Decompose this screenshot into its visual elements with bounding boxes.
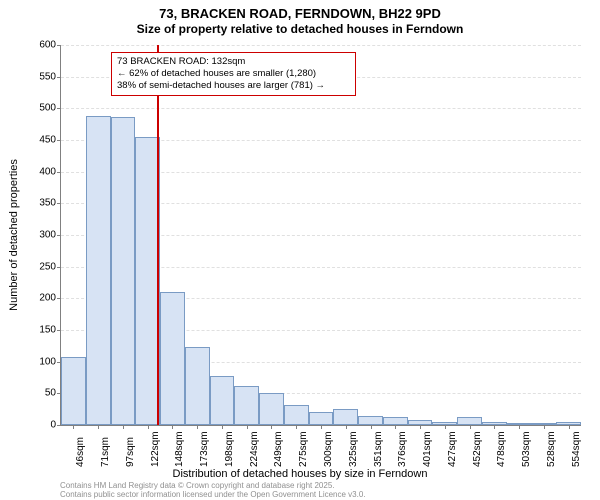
bar: [383, 417, 408, 425]
y-tick-mark: [57, 172, 61, 173]
x-tick-label: 325sqm: [348, 431, 359, 467]
annotation-line3: 38% of semi-detached houses are larger (…: [117, 80, 350, 92]
x-tick-label: 224sqm: [249, 431, 260, 467]
x-tick-label: 122sqm: [150, 431, 161, 467]
gridline: [61, 108, 581, 109]
chart-container: 73, BRACKEN ROAD, FERNDOWN, BH22 9PD Siz…: [0, 0, 600, 500]
annotation-line1: 73 BRACKEN ROAD: 132sqm: [117, 56, 350, 68]
bar: [309, 412, 334, 425]
x-tick-label: 554sqm: [571, 431, 582, 467]
y-tick-mark: [57, 203, 61, 204]
y-tick-label: 550: [16, 71, 56, 82]
x-tick-mark: [519, 425, 520, 429]
x-tick-label: 97sqm: [125, 437, 136, 467]
x-tick-mark: [544, 425, 545, 429]
x-tick-mark: [420, 425, 421, 429]
x-tick-mark: [271, 425, 272, 429]
x-tick-label: 71sqm: [100, 437, 111, 467]
y-tick-mark: [57, 330, 61, 331]
x-tick-mark: [395, 425, 396, 429]
annotation-box: 73 BRACKEN ROAD: 132sqm← 62% of detached…: [111, 52, 356, 96]
reference-line: [157, 45, 159, 425]
x-tick-mark: [569, 425, 570, 429]
chart-title-line2: Size of property relative to detached ho…: [0, 22, 600, 36]
bar: [160, 292, 185, 425]
y-tick-label: 0: [16, 420, 56, 431]
chart-title-line1: 73, BRACKEN ROAD, FERNDOWN, BH22 9PD: [0, 6, 600, 21]
y-tick-mark: [57, 425, 61, 426]
x-tick-label: 452sqm: [472, 431, 483, 467]
x-tick-mark: [371, 425, 372, 429]
x-tick-label: 198sqm: [224, 431, 235, 467]
x-tick-mark: [470, 425, 471, 429]
y-tick-label: 450: [16, 135, 56, 146]
y-tick-label: 200: [16, 293, 56, 304]
y-tick-label: 300: [16, 230, 56, 241]
x-tick-mark: [172, 425, 173, 429]
x-tick-mark: [73, 425, 74, 429]
x-tick-label: 478sqm: [496, 431, 507, 467]
x-tick-mark: [247, 425, 248, 429]
bar: [210, 376, 235, 425]
bar: [234, 386, 259, 425]
x-tick-label: 300sqm: [323, 431, 334, 467]
y-tick-mark: [57, 298, 61, 299]
bar: [457, 417, 482, 425]
x-tick-mark: [222, 425, 223, 429]
x-tick-label: 249sqm: [273, 431, 284, 467]
y-tick-mark: [57, 108, 61, 109]
y-tick-label: 250: [16, 261, 56, 272]
bar: [333, 409, 358, 425]
y-tick-label: 150: [16, 325, 56, 336]
y-tick-label: 50: [16, 388, 56, 399]
y-tick-label: 600: [16, 40, 56, 51]
y-tick-label: 350: [16, 198, 56, 209]
x-tick-label: 401sqm: [422, 431, 433, 467]
x-tick-label: 528sqm: [546, 431, 557, 467]
x-tick-mark: [123, 425, 124, 429]
x-tick-mark: [321, 425, 322, 429]
x-tick-mark: [148, 425, 149, 429]
bar: [358, 416, 383, 426]
y-tick-mark: [57, 45, 61, 46]
y-tick-mark: [57, 235, 61, 236]
x-tick-label: 503sqm: [521, 431, 532, 467]
y-tick-mark: [57, 140, 61, 141]
x-tick-mark: [445, 425, 446, 429]
x-tick-label: 46sqm: [75, 437, 86, 467]
x-tick-label: 148sqm: [174, 431, 185, 467]
x-tick-label: 275sqm: [298, 431, 309, 467]
bar: [61, 357, 86, 425]
annotation-line2: ← 62% of detached houses are smaller (1,…: [117, 68, 350, 80]
attribution-line2: Contains public sector information licen…: [60, 491, 366, 500]
bar: [86, 116, 111, 425]
y-tick-mark: [57, 77, 61, 78]
bar: [135, 137, 160, 425]
x-tick-mark: [296, 425, 297, 429]
x-tick-mark: [98, 425, 99, 429]
x-tick-label: 376sqm: [397, 431, 408, 467]
bar: [284, 405, 309, 425]
attribution-text: Contains HM Land Registry data © Crown c…: [60, 482, 366, 500]
y-tick-label: 100: [16, 356, 56, 367]
y-tick-label: 400: [16, 166, 56, 177]
bar: [259, 393, 284, 425]
y-tick-mark: [57, 267, 61, 268]
x-tick-mark: [494, 425, 495, 429]
x-tick-mark: [346, 425, 347, 429]
x-tick-label: 351sqm: [373, 431, 384, 467]
x-tick-label: 427sqm: [447, 431, 458, 467]
gridline: [61, 45, 581, 46]
bar: [185, 347, 210, 425]
y-tick-label: 500: [16, 103, 56, 114]
x-axis-label: Distribution of detached houses by size …: [0, 468, 600, 480]
x-tick-mark: [197, 425, 198, 429]
bar: [111, 117, 136, 425]
plot-area: 73 BRACKEN ROAD: 132sqm← 62% of detached…: [60, 45, 581, 426]
x-tick-label: 173sqm: [199, 431, 210, 467]
